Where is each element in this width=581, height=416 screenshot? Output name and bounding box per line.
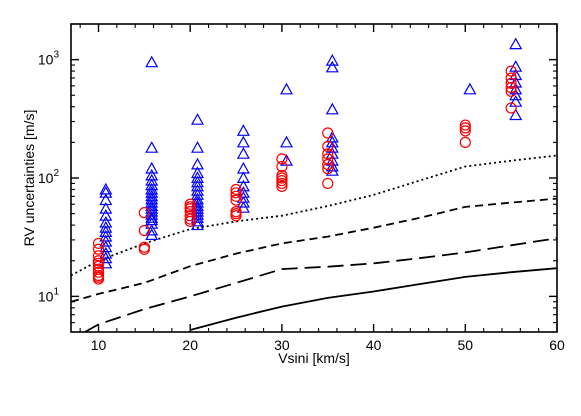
circle-point (92, 243, 105, 255)
triangle-point (279, 82, 294, 95)
circle-point (459, 136, 471, 148)
triangle-point (236, 179, 250, 192)
solid-curve (189, 267, 557, 331)
triangle-point (279, 135, 294, 148)
circle-point (230, 183, 242, 196)
triangle-point (190, 179, 205, 192)
y-tick-label: 103 (38, 50, 60, 68)
triangle-point (190, 157, 205, 170)
triangle-point (190, 175, 205, 188)
triangle-point (509, 88, 523, 101)
triangle-point (190, 141, 205, 153)
x-tick-label: 60 (549, 337, 565, 353)
circle-point (230, 194, 242, 206)
circle-point (505, 102, 517, 114)
circle-point (505, 77, 517, 89)
circle-point (184, 198, 196, 210)
circle-point (92, 260, 105, 272)
circle-point (276, 180, 288, 192)
triangle-point (325, 53, 339, 66)
circle-point (230, 210, 242, 222)
triangle-point (509, 37, 523, 50)
triangle-point (325, 102, 339, 115)
axes: 10 20 30 40 50 60 101 102 103 (38, 23, 565, 353)
circle-point (230, 190, 242, 202)
circle-point (322, 177, 334, 190)
triangle-point (145, 228, 159, 240)
triangle-point (145, 189, 159, 202)
triangle-point (236, 135, 250, 148)
triangle-point (236, 147, 250, 159)
triangle-point (99, 208, 113, 221)
triangle-point (236, 201, 250, 213)
triangle-point (145, 161, 159, 174)
circle-point (459, 122, 471, 134)
y-axis-title: RV uncertainties [m/s] (21, 110, 37, 247)
circle-point (276, 153, 288, 165)
circle-point (184, 215, 196, 227)
circle-point (459, 125, 471, 137)
triangle-point (236, 171, 250, 183)
x-tick-label: 50 (458, 337, 474, 353)
triangle-point (190, 113, 205, 125)
circle-point (230, 187, 242, 199)
circle-point (92, 273, 105, 285)
circle-point (138, 224, 150, 237)
triangle-point (145, 141, 159, 153)
circle-point (276, 175, 288, 187)
circle-point (505, 82, 517, 94)
triangle-point (509, 108, 523, 121)
reference-curves (71, 154, 557, 332)
circle-point (276, 172, 288, 184)
triangle-point (325, 60, 339, 73)
dotted-curve (71, 154, 557, 277)
circle-point (92, 257, 105, 269)
circle-point (322, 127, 334, 139)
plot-frame (70, 23, 558, 333)
triangle-point (190, 171, 205, 183)
triangle-point (99, 182, 113, 195)
triangle-point (236, 124, 250, 136)
circle-point (138, 243, 150, 255)
data-points (92, 37, 523, 285)
circle-point (276, 160, 288, 173)
x-tick-label: 20 (182, 337, 198, 353)
dashed-curve (71, 197, 557, 303)
x-tick-label: 40 (366, 337, 382, 353)
longdash-curve (84, 237, 557, 332)
x-axis-title: Vsini [km/s] (278, 350, 350, 366)
circle-point (322, 148, 334, 160)
triangle-point (99, 201, 113, 214)
triangle-point (190, 184, 205, 196)
circle-point (459, 119, 471, 131)
triangle-point (145, 217, 159, 229)
triangle-point (99, 186, 113, 198)
circle-point (92, 255, 105, 267)
triangle-point (99, 193, 113, 206)
circle-point (322, 140, 334, 152)
circle-point (505, 65, 517, 77)
circle-point (322, 158, 334, 171)
circle-point (276, 177, 288, 190)
circle-point (92, 266, 105, 278)
triangle-point (145, 55, 159, 68)
circle-point (138, 207, 150, 219)
circle-point (322, 163, 334, 175)
circle-point (92, 237, 105, 250)
y-tick-label: 101 (38, 286, 60, 304)
x-tick-label: 10 (91, 337, 107, 353)
triangle-point (463, 82, 477, 95)
triangle-point (325, 164, 339, 176)
y-tick-label: 102 (38, 168, 60, 186)
circle-point (184, 210, 196, 222)
triangle-point (145, 211, 159, 223)
triangle-point (145, 186, 159, 198)
circle-point (505, 85, 517, 97)
x-tick-label: 30 (274, 337, 290, 353)
